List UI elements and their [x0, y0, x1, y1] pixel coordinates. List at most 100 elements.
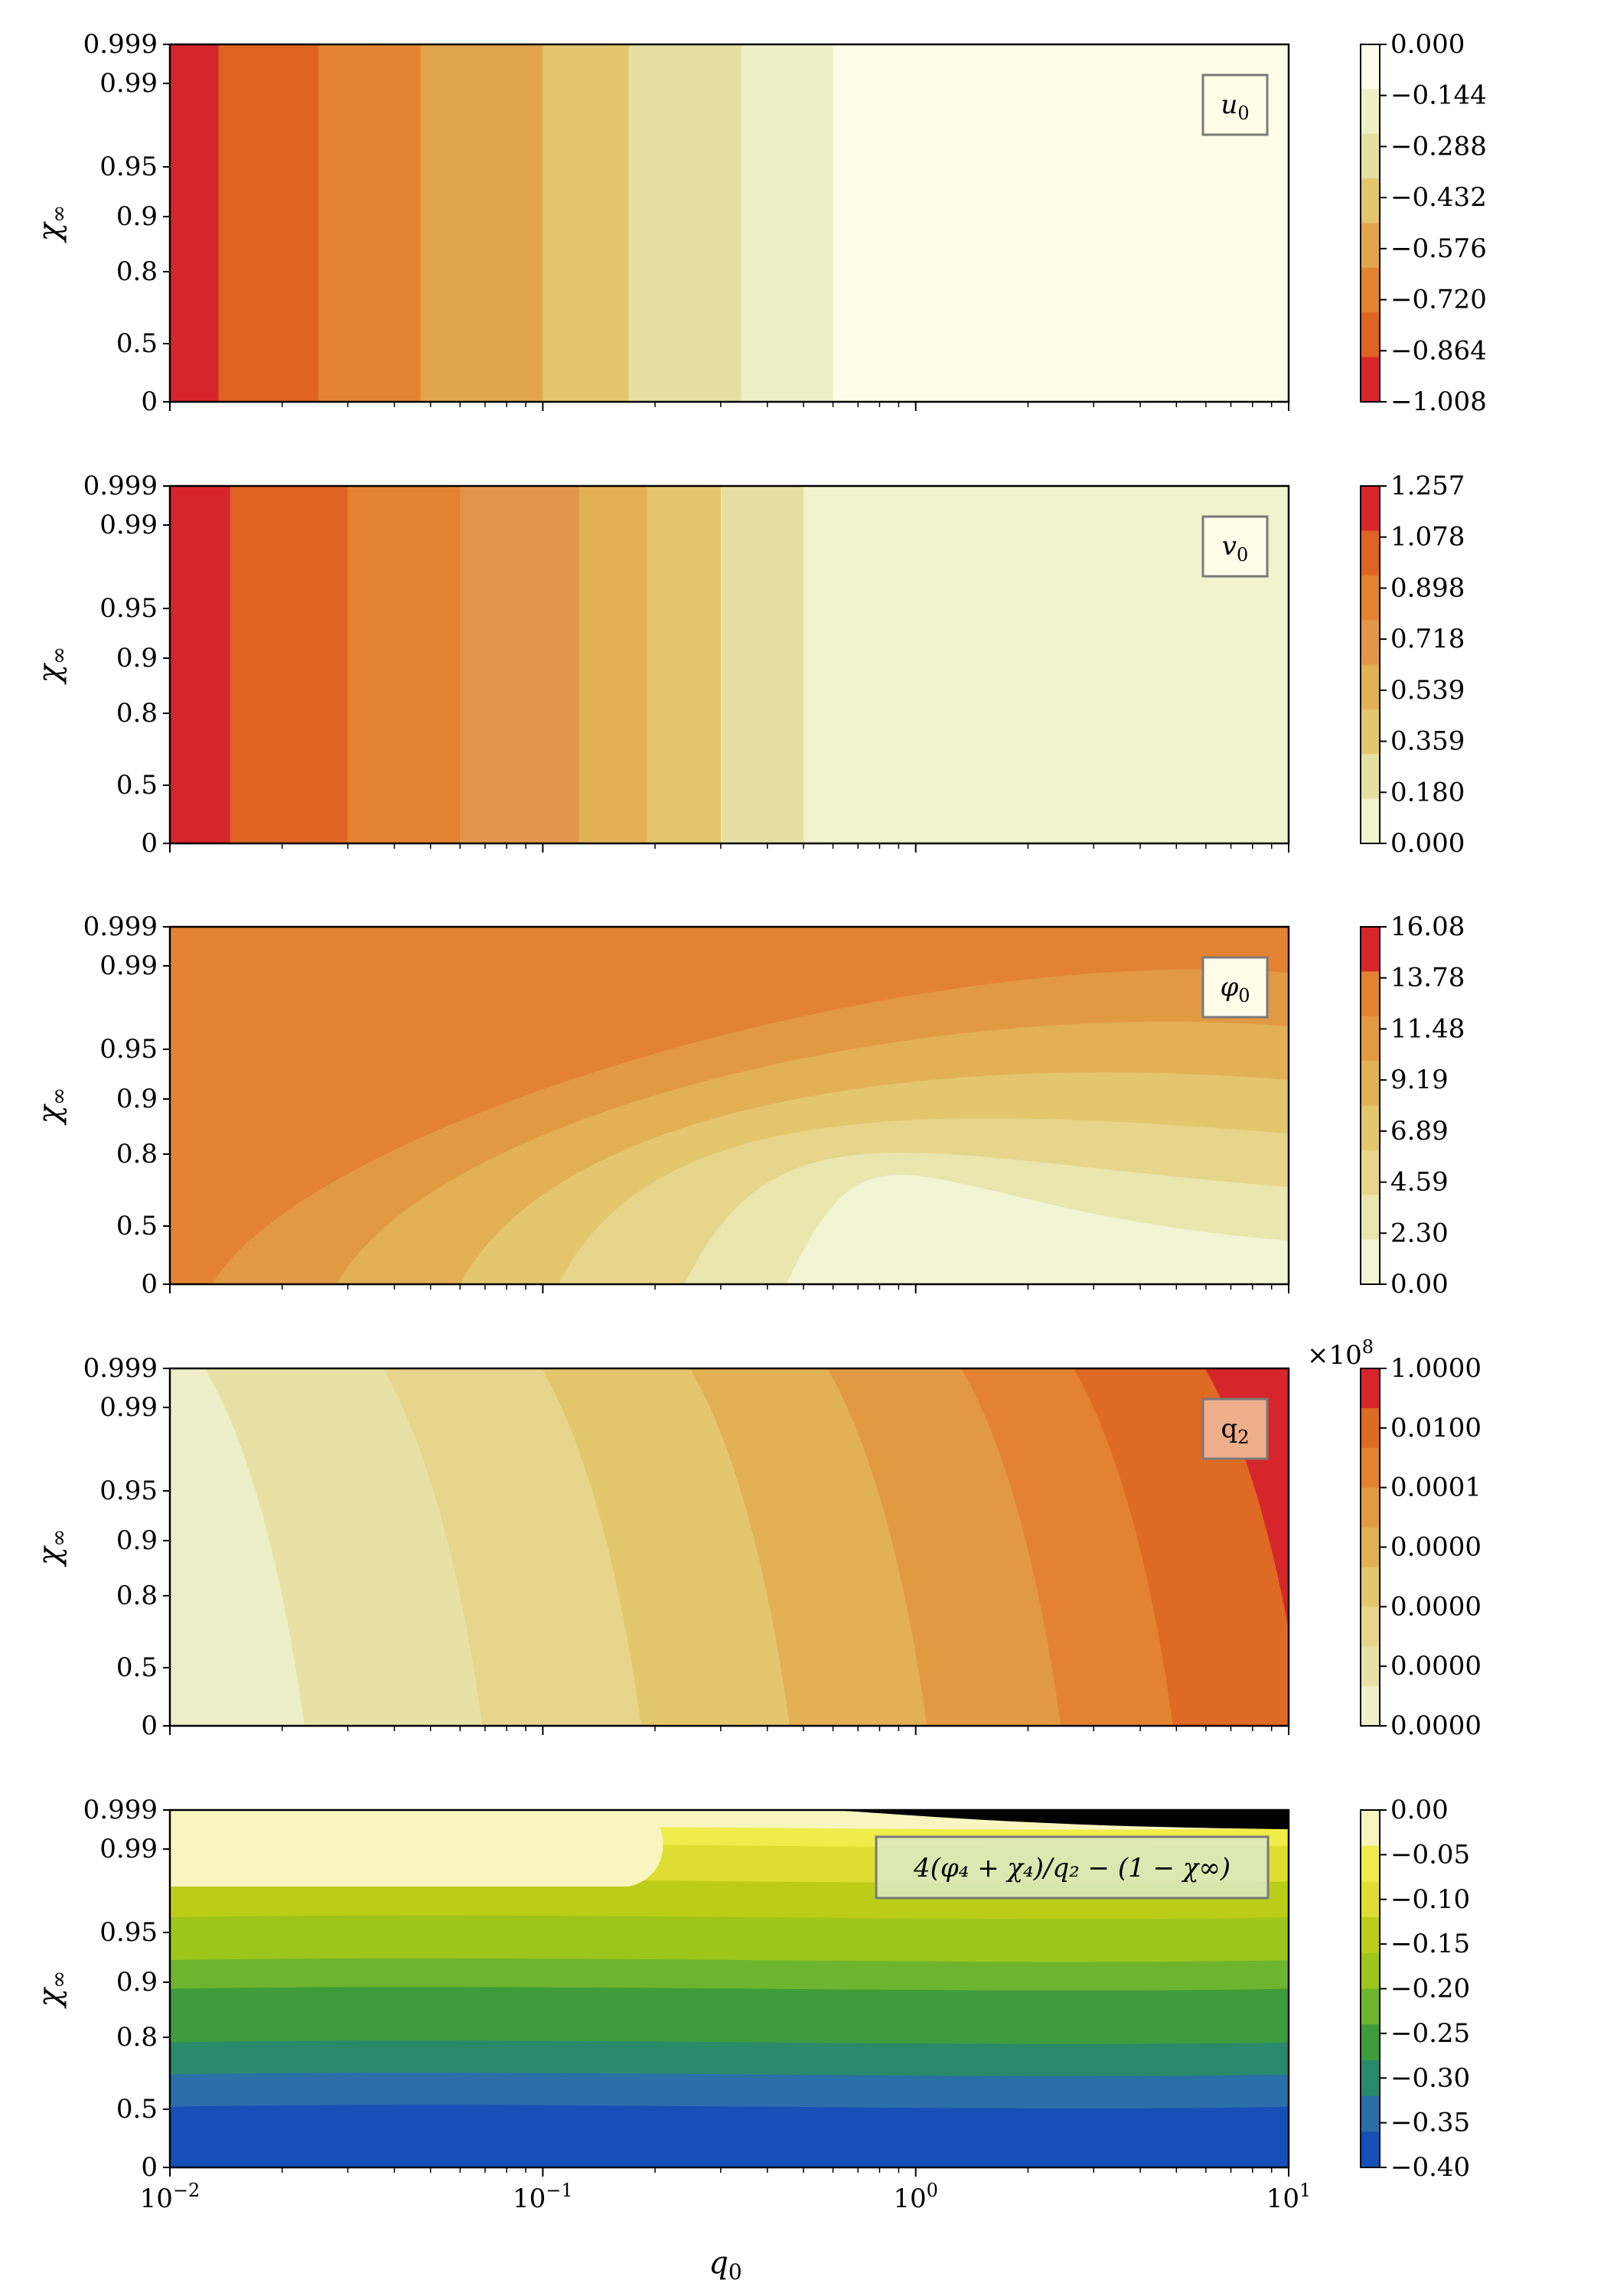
colorbar-tick-label: 2.30	[1390, 1218, 1449, 1248]
y-tick-label: 0.8	[116, 698, 158, 729]
colorbar-segment	[1361, 1686, 1380, 1727]
colorbar-tick-label: −0.288	[1390, 131, 1487, 161]
y-tick-label: 0.95	[99, 1034, 158, 1065]
x-axis-labels: 10−2 10−1 100 101	[140, 2180, 1312, 2214]
colorbar-tick-label: 9.19	[1390, 1065, 1449, 1095]
contour-band	[833, 44, 1029, 402]
y-tick-label: 0.95	[99, 152, 158, 182]
colorbar-tick-label: 0.0100	[1390, 1413, 1482, 1443]
y-tick-label: 0	[141, 1711, 158, 1741]
colorbar-frame	[1360, 485, 1380, 844]
panel-1: 0.999 0.99 0.95 0.9 0.8 0.5 0 χ∞ u0 0.000 −0.144 −0…	[32, 29, 1487, 417]
contour-band	[579, 486, 648, 843]
colorbar-segment	[1361, 1447, 1380, 1489]
colorbar-tick-label: −0.864	[1390, 335, 1487, 366]
colorbar-segment	[1361, 709, 1380, 755]
colorbar-tick-label: 13.78	[1390, 963, 1465, 993]
y-tick-label: 0.999	[83, 1795, 158, 1825]
colorbar-segment	[1361, 1527, 1380, 1567]
colorbar-tick-label: −0.35	[1390, 2108, 1470, 2138]
y-tick-label: 0.999	[83, 471, 158, 501]
y-tick-label: 0.99	[99, 951, 158, 981]
contour-band	[290, 486, 349, 843]
y-axis-title: χ∞	[32, 205, 71, 244]
plot-frame	[168, 43, 1290, 403]
plot-frame	[168, 484, 1290, 845]
y-tick-label: 0.9	[116, 1525, 158, 1556]
plot-area	[170, 927, 1289, 1284]
contour-band	[628, 44, 742, 402]
panel-label-box	[1201, 515, 1269, 578]
panel-5: 0.999 0.99 0.95 0.9 0.8 0.5 0 χ∞ 4(φ₄ + χ₄)/q₂ −…	[32, 1795, 1470, 2183]
contour-band	[347, 486, 403, 843]
colorbar-tick-label: −0.20	[1390, 1974, 1470, 2004]
y-tick-label: 0.999	[83, 912, 158, 942]
panel-2: 0.999 0.99 0.95 0.9 0.8 0.5 0 χ∞ v0 1.257 1.078 0.8…	[32, 471, 1465, 859]
panel-label-box	[1201, 73, 1269, 136]
y-tick-label: 0.99	[99, 1834, 158, 1864]
contour-band	[786, 1175, 1289, 1284]
colorbar-tick-label: −0.15	[1390, 1929, 1470, 1959]
colorbar-segment	[1361, 1952, 1380, 1989]
colorbar-segment	[1361, 1810, 1380, 1847]
colorbar-tick-label: 0.180	[1390, 777, 1465, 807]
contour-band	[170, 1368, 305, 1726]
y-tick-label: 0.8	[116, 2022, 158, 2053]
colorbar-tick-label: 0.00	[1390, 1795, 1449, 1825]
y-tick-label: 0.9	[116, 1084, 158, 1114]
panel-label: q2	[1221, 1414, 1249, 1448]
y-tick-label: 0.5	[116, 1211, 158, 1241]
colorbar-segment	[1361, 486, 1380, 531]
y-tick-label: 0.5	[116, 2094, 158, 2125]
colorbar-tick-label: 4.59	[1390, 1167, 1449, 1198]
colorbar-segment	[1361, 2095, 1380, 2132]
contour-band	[170, 486, 231, 843]
y-tick-label: 0	[141, 386, 158, 417]
contour-band	[647, 486, 722, 843]
colorbar-segment	[1361, 927, 1380, 972]
contour-band	[516, 486, 580, 843]
contour-band	[543, 44, 630, 402]
colorbar-tick-label: −0.720	[1390, 285, 1487, 315]
contour-band	[218, 44, 271, 402]
y-tick-label: 0	[141, 1269, 158, 1300]
colorbar-tick-label: 0.000	[1390, 29, 1465, 60]
y-tick-label: 0.8	[116, 1139, 158, 1169]
y-tick-label: 0.9	[116, 1967, 158, 1998]
colorbar-segment	[1361, 1016, 1380, 1062]
y-tick-label: 0.95	[99, 1476, 158, 1506]
colorbar-segment	[1361, 2024, 1380, 2061]
colorbar-tick-label: −0.432	[1390, 182, 1487, 213]
x-tick-label: 101	[1266, 2180, 1312, 2214]
y-tick-label: 0.99	[99, 1392, 158, 1423]
colorbar-segment	[1361, 1105, 1380, 1151]
contour-band	[803, 486, 917, 843]
panel-label-box	[875, 1835, 1270, 1900]
colorbar-tick-label: 0.718	[1390, 624, 1465, 654]
contour-band	[420, 44, 474, 402]
contour-band	[473, 44, 544, 402]
contour-band	[318, 44, 370, 402]
colorbar-tick-label: 0.898	[1390, 572, 1465, 603]
panel-label: φ0	[1220, 972, 1250, 1006]
contour-band	[368, 44, 422, 402]
colorbar-tick-label: 0.0001	[1390, 1473, 1482, 1503]
colorbar-segment	[1361, 1195, 1380, 1241]
colorbar-frame	[1360, 926, 1380, 1285]
colorbar-segment	[1361, 620, 1380, 665]
colorbar-segment	[1361, 1061, 1380, 1106]
colorbar-tick-label: 1.0000	[1390, 1353, 1482, 1384]
colorbar-tick-label: 0.0000	[1390, 1532, 1482, 1563]
y-tick-label: 0.9	[116, 201, 158, 232]
y-axis-title: χ∞	[32, 1971, 71, 2010]
panel-label: u0	[1221, 90, 1249, 124]
panel-label-box	[1201, 1397, 1269, 1460]
colorbar-tick-label: −0.05	[1390, 1839, 1470, 1870]
y-axis-title: χ∞	[32, 1529, 71, 1568]
y-tick-label: 0.5	[116, 328, 158, 359]
plot-frame	[168, 1808, 1290, 2169]
y-tick-label: 0.999	[83, 29, 158, 60]
colorbar-tick-label: 6.89	[1390, 1116, 1449, 1146]
contour-band	[741, 44, 834, 402]
